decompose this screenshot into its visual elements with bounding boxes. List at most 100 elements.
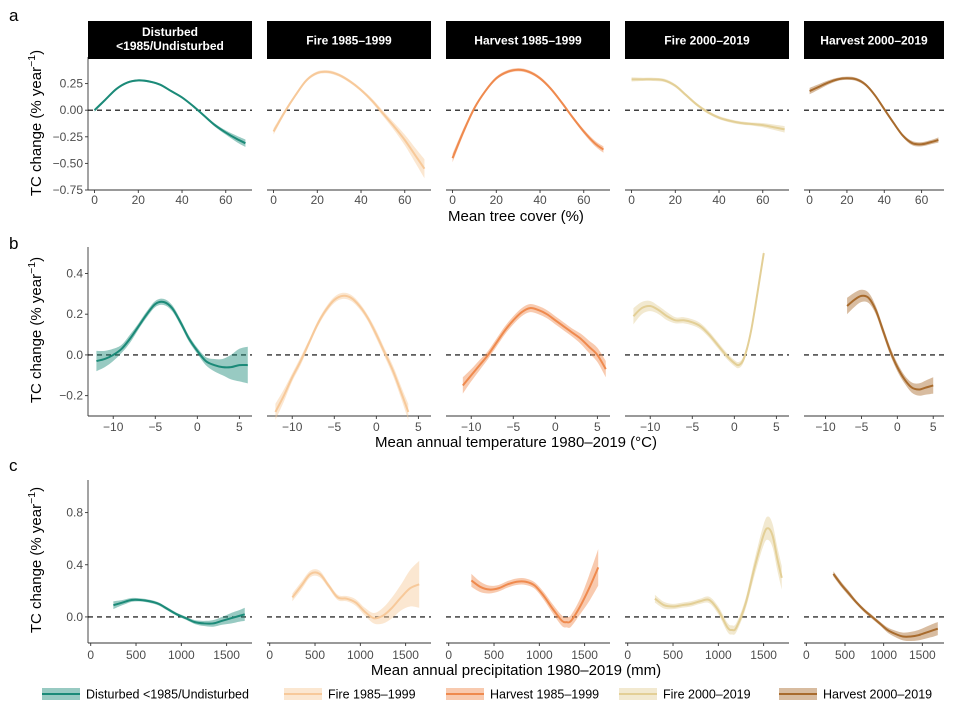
series-line (93, 79, 246, 145)
facet-strip (625, 21, 789, 59)
series-line (274, 294, 410, 413)
panel-row-c: c TC change (% year−1) 0.0 0.4 0.8 Mean annua… (9, 456, 944, 679)
x-tick-label: 0 (628, 193, 635, 207)
series-line (809, 77, 939, 146)
x-tick-label: 60 (915, 193, 929, 207)
confidence-band (633, 250, 764, 369)
x-tick-label: 20 (669, 193, 683, 207)
x-tick-label: 40 (878, 193, 892, 207)
facet-strip (88, 21, 252, 59)
y-tick-label-c: 0.4 (66, 558, 83, 572)
x-tick-label: 0 (373, 420, 380, 434)
x-tick-label: 40 (175, 193, 189, 207)
series-line (96, 300, 248, 369)
y-tick-label-a: −0.50 (53, 156, 84, 170)
x-tick-label: −5 (148, 420, 162, 434)
x-tick-label: 1000 (168, 648, 195, 662)
x-tick-label: 0 (624, 648, 631, 662)
panel-row-a: a TC change (% year−1) −0.75 −0.50 −0.25 0.00… (9, 6, 944, 225)
x-tick-label: 20 (311, 193, 325, 207)
legend-label: Harvest 2000–2019 (823, 688, 932, 702)
series-line (272, 70, 426, 170)
series-line (654, 527, 783, 632)
facet-c-2: 0 500 1000 1500 (266, 560, 431, 662)
facet-a-1: Disturbed <1985/Undisturbed 0 20 40 60 (88, 21, 252, 207)
y-tick-label-a: 0.25 (60, 77, 84, 91)
facet-a-3: Harvest 1985–1999 0 20 40 60 (446, 21, 610, 207)
x-tick-label: 500 (305, 648, 325, 662)
facet-strip (446, 21, 610, 59)
x-tick-label: 0 (449, 193, 456, 207)
x-tick-label: 1500 (213, 648, 240, 662)
x-tick-label: 40 (354, 193, 368, 207)
facet-b-5: −10 −5 0 5 (804, 289, 944, 434)
x-tick-label: 5 (236, 420, 243, 434)
x-tick-label: 60 (398, 193, 412, 207)
series-line (462, 307, 607, 387)
x-tick-label: 0 (270, 193, 277, 207)
y-tick-label-b: 0.0 (66, 348, 83, 362)
y-tick-label-a: −0.25 (53, 130, 84, 144)
y-axis-title-b: TC change (% year−1) (26, 257, 45, 403)
facet-strip (804, 21, 944, 59)
x-tick-label: 0 (803, 648, 810, 662)
x-tick-label: 0 (194, 420, 201, 434)
x-tick-label: −5 (327, 420, 341, 434)
x-tick-label: 500 (835, 648, 855, 662)
x-tick-label: −10 (461, 420, 482, 434)
x-tick-label: 1000 (526, 648, 553, 662)
x-tick-label: 60 (577, 193, 591, 207)
facet-strip-title: Fire 2000–2019 (664, 34, 750, 48)
y-tick-label-b: 0.2 (66, 307, 83, 321)
confidence-band (471, 549, 599, 628)
facet-strip-title: Disturbed <1985/Undisturbed (116, 25, 224, 53)
panel-letter-b: b (9, 234, 18, 253)
x-tick-label: 1500 (909, 648, 936, 662)
x-tick-label: 5 (594, 420, 601, 434)
x-tick-label: 0 (87, 648, 94, 662)
x-tick-label: 1000 (705, 648, 732, 662)
y-tick-label-b: −0.2 (59, 389, 83, 403)
x-tick-label: 1000 (347, 648, 374, 662)
x-tick-label: 1500 (750, 648, 777, 662)
confidence-band (462, 303, 606, 394)
x-axis-title-a: Mean tree cover (%) (448, 208, 584, 225)
facet-b-4: −10 −5 0 5 (625, 250, 789, 434)
x-tick-label: 1500 (571, 648, 598, 662)
facet-b-2: −10 −5 0 5 (267, 292, 431, 434)
confidence-band (292, 560, 420, 625)
legend: Disturbed <1985/Undisturbed Fire 1985–199… (42, 688, 932, 702)
confidence-band (452, 68, 604, 163)
x-tick-label: 500 (484, 648, 504, 662)
x-tick-label: 40 (712, 193, 726, 207)
legend-label: Harvest 1985–1999 (490, 688, 599, 702)
x-tick-label: 0 (806, 193, 813, 207)
y-tick-label-b: 0.4 (66, 266, 83, 280)
x-tick-label: 0 (894, 420, 901, 434)
facet-c-5: 0 500 1000 1500 (803, 571, 944, 662)
confidence-band (833, 571, 938, 642)
facet-strip (267, 21, 431, 59)
confidence-band (113, 597, 245, 627)
series-line (291, 571, 420, 620)
confidence-band (847, 289, 934, 396)
x-tick-label: 0 (552, 420, 559, 434)
legend-label: Fire 2000–2019 (663, 688, 751, 702)
confidence-band (96, 298, 248, 384)
confidence-band (275, 292, 409, 421)
y-tick-label-c: 0.8 (66, 506, 83, 520)
x-tick-label: −10 (640, 420, 661, 434)
x-tick-label: 20 (490, 193, 504, 207)
panel-row-b: b TC change (% year−1) −0.2 0.0 0.2 0.4 Mean a… (9, 234, 944, 451)
facet-a-5: Harvest 2000–2019 0 20 40 60 (804, 21, 944, 207)
panel-letter-c: c (9, 456, 18, 475)
confidence-band (273, 70, 425, 179)
x-tick-label: −10 (103, 420, 124, 434)
x-tick-label: 500 (126, 648, 146, 662)
x-tick-label: 0 (266, 648, 273, 662)
x-tick-label: 0 (731, 420, 738, 434)
x-tick-label: 5 (773, 420, 780, 434)
x-tick-label: 1000 (870, 648, 897, 662)
y-axis-title-a: TC change (% year−1) (26, 50, 45, 196)
